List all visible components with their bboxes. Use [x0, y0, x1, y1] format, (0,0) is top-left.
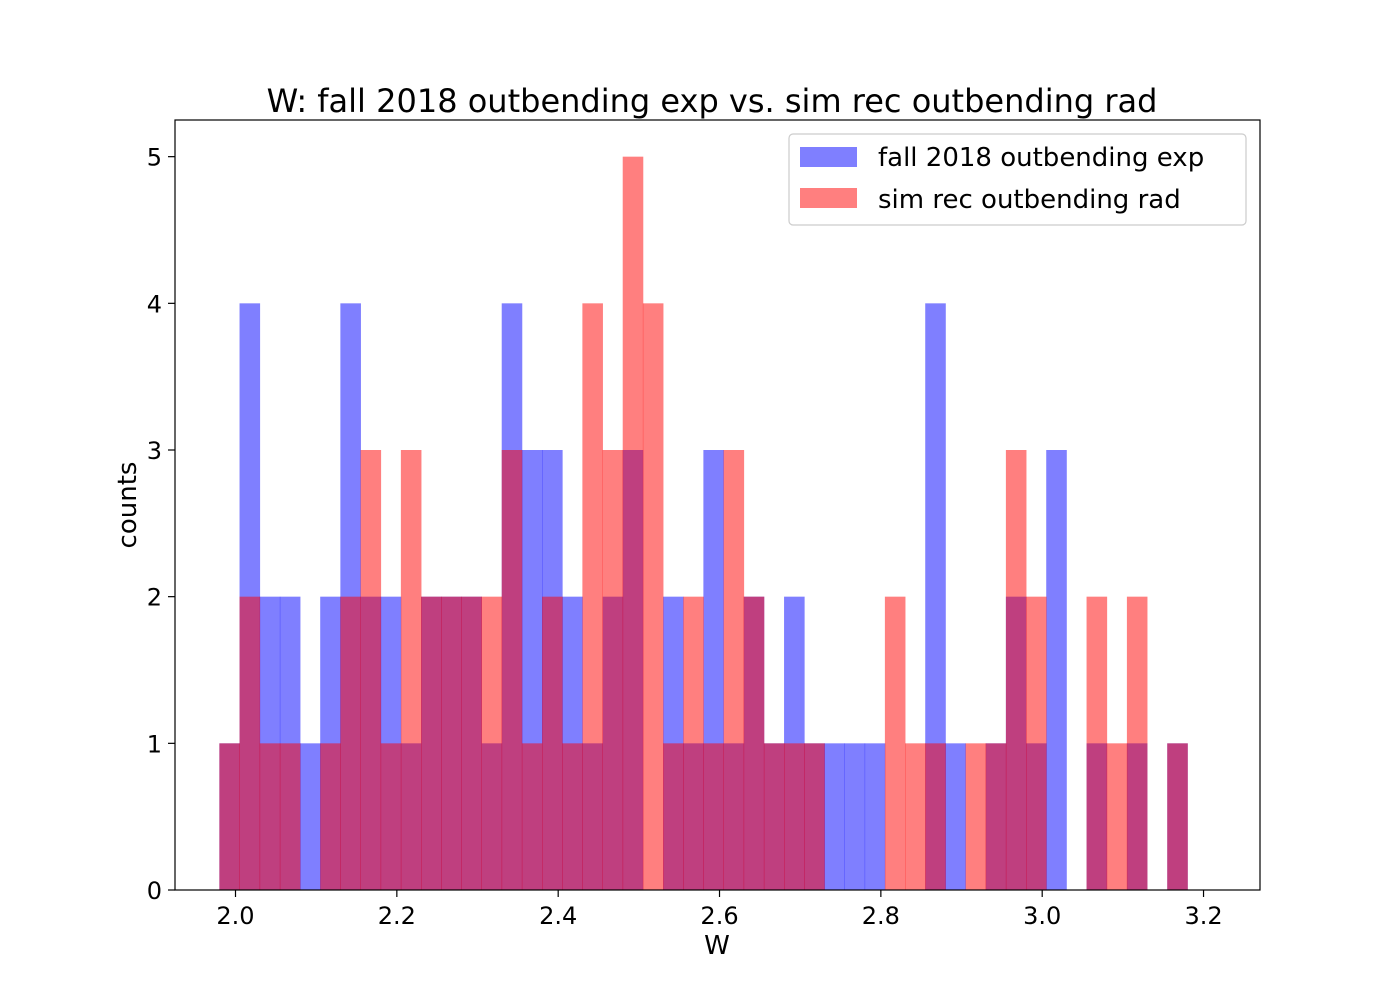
- histogram-bar-s1-b20: [642, 303, 664, 890]
- y-tick-label-3: 3: [147, 437, 162, 465]
- histogram-bar-s1-b35: [1026, 596, 1047, 890]
- x-tick-label-2: 2.4: [539, 902, 577, 930]
- y-tick-label-5: 5: [147, 144, 162, 172]
- histogram-bar-s1-b2: [259, 743, 281, 890]
- plot-frame: [174, 119, 1261, 891]
- histogram-bar-s1-b12: [481, 596, 503, 890]
- x-axis-label: W: [704, 931, 730, 961]
- x-tick-label-0: 2.0: [216, 902, 254, 930]
- histogram-bar-s1-b39: [1167, 743, 1188, 890]
- histogram-bar-s1-b24: [723, 450, 745, 890]
- x-tick-label-3: 2.6: [700, 902, 738, 930]
- histogram-bar-s1-b13: [501, 450, 523, 890]
- x-tick-label-4: 2.8: [862, 902, 900, 930]
- histogram-bar-s1-b27: [784, 743, 805, 890]
- y-tick-label-2: 2: [147, 584, 162, 612]
- histogram-bar-s1-b10: [441, 596, 462, 890]
- histogram-bar-s1-b8: [400, 450, 422, 890]
- histogram-bar-s1-b3: [279, 743, 301, 890]
- bars-layer: [219, 156, 1188, 890]
- histogram-bar-s1-b21: [663, 743, 684, 890]
- legend-frame: [788, 133, 1247, 226]
- x-tick-label-6: 3.2: [1184, 902, 1222, 930]
- histogram-bar-s0-b32: [864, 743, 886, 890]
- histogram-bar-s1-b4: [320, 743, 341, 890]
- x-tick-label-5: 3.0: [1023, 902, 1061, 930]
- legend-label-exp: fall 2018 outbending exp: [878, 143, 1204, 173]
- histogram-bar-s1-b36: [1086, 596, 1108, 890]
- histogram-bar-s1-b0: [219, 743, 240, 890]
- y-tick-label-4: 4: [147, 290, 162, 318]
- histogram-bar-s0-b30: [824, 743, 845, 890]
- histogram-bar-s1-b7: [380, 743, 402, 890]
- legend-swatch-exp: [800, 147, 857, 167]
- histogram-bar-s1-b32: [965, 743, 987, 890]
- histogram-bar-s1-b16: [562, 743, 583, 890]
- histogram-bar-s1-b17: [582, 303, 603, 890]
- legend: fall 2018 outbending exp sim rec outbend…: [788, 133, 1247, 226]
- histogram-bar-s1-b26: [763, 743, 785, 890]
- histogram-bar-s1-b22: [683, 596, 704, 890]
- histogram-bar-s1-b1: [239, 596, 261, 890]
- histogram-bar-s1-b6: [360, 450, 382, 890]
- histogram-bar-s1-b18: [602, 450, 624, 890]
- histogram-bar-s1-b23: [703, 743, 724, 890]
- histogram-bar-s1-b5: [340, 596, 361, 890]
- histogram-bar-s1-b15: [542, 596, 563, 890]
- histogram-bar-s1-b25: [743, 596, 765, 890]
- y-tick-label-0: 0: [147, 877, 162, 905]
- histogram-bar-s1-b29: [884, 596, 906, 890]
- histogram-bar-s1-b31: [925, 743, 946, 890]
- histogram-bar-s1-b30: [905, 743, 926, 890]
- y-axis-label: counts: [113, 462, 143, 549]
- y-tick-label-1: 1: [147, 730, 162, 758]
- histogram-bar-s1-b9: [421, 596, 442, 890]
- histogram-bar-s0-b38: [1046, 450, 1067, 890]
- histogram-bar-s1-b19: [622, 156, 644, 890]
- histogram-bar-s0-b4: [300, 743, 321, 890]
- x-tick-label-1: 2.2: [378, 902, 416, 930]
- histogram-bar-s1-b11: [461, 596, 482, 890]
- histogram-bar-s0-b31: [844, 743, 866, 890]
- histogram-bar-s1-b37: [1106, 743, 1128, 890]
- histogram-bar-s1-b28: [804, 743, 825, 890]
- histogram-bar-s1-b14: [521, 743, 543, 890]
- histogram-bar-s1-b33: [985, 743, 1007, 890]
- histogram-bar-s0-b34: [945, 743, 966, 890]
- histogram-bar-s1-b34: [1005, 450, 1027, 890]
- chart-title: W: fall 2018 outbending exp vs. sim rec …: [267, 82, 1158, 120]
- ticks-layer: 2.0 2.2 2.4 2.6 2.8 3.0 3.2 0 1 2 3 4 5: [147, 144, 1223, 930]
- legend-swatch-sim: [800, 188, 857, 208]
- histogram-bar-s1-b38: [1126, 596, 1148, 890]
- legend-label-sim: sim rec outbending rad: [878, 185, 1181, 215]
